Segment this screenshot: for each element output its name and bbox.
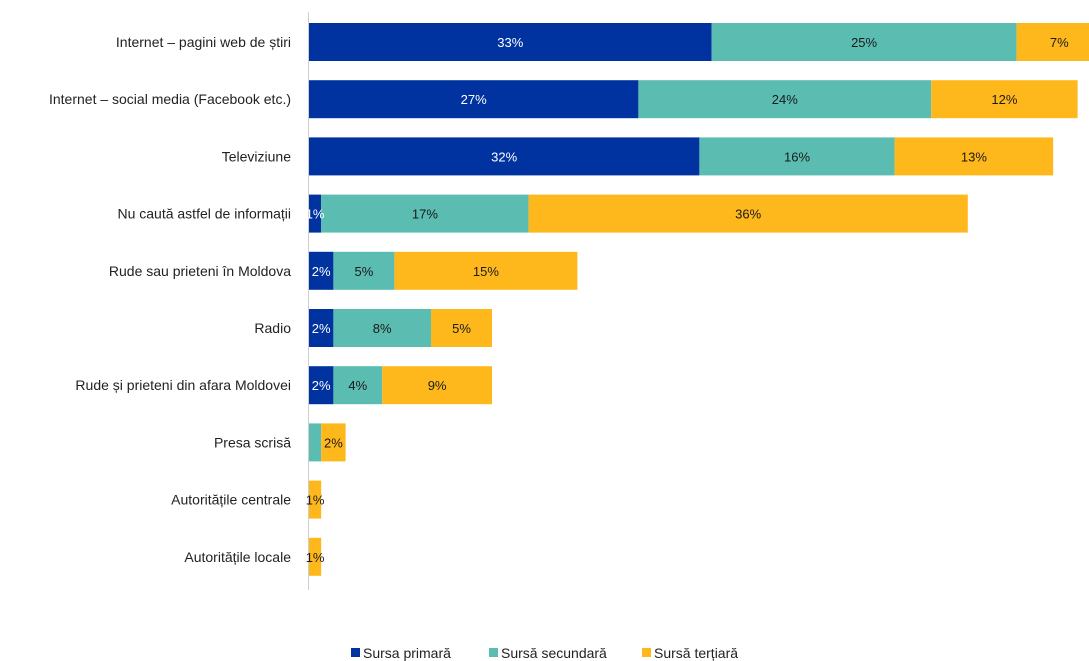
bar-segment: [431, 309, 492, 347]
bar-segment: [711, 23, 1017, 61]
category-labels: Internet – pagini web de știri Internet –…: [49, 34, 291, 565]
bar-segment: [394, 251, 578, 290]
bar-segment: [1016, 23, 1089, 61]
bar-segment: [309, 309, 334, 347]
category-label: Rude sau prieteni în Moldova: [109, 263, 291, 279]
category-label: Televiziune: [222, 148, 291, 164]
bar-segment: [309, 537, 322, 576]
data-label: 9%: [428, 378, 447, 393]
data-label: 4%: [348, 378, 367, 393]
data-label: 8%: [373, 321, 392, 336]
bar-segment: [309, 366, 334, 405]
category-label: Presa scrisă: [214, 434, 291, 450]
data-label: 24%: [772, 92, 798, 107]
data-label: 33%: [497, 35, 523, 50]
legend-swatch: [642, 648, 651, 657]
bar-segment: [321, 194, 529, 233]
data-label: 32%: [491, 149, 517, 164]
bar-segment: [321, 423, 346, 462]
legend: Sursa primară Sursă secundară Sursă terția…: [351, 645, 738, 661]
data-label: 15%: [473, 264, 499, 279]
category-label: Nu caută astfel de informații: [117, 206, 291, 222]
bar-segment: [309, 194, 322, 233]
data-label: 17%: [412, 207, 438, 222]
legend-swatch: [489, 648, 498, 657]
data-label: 2%: [312, 321, 331, 336]
bars: [309, 23, 1089, 576]
data-label: 25%: [851, 35, 877, 50]
legend-label: Sursa primară: [363, 645, 451, 661]
data-label: 5%: [452, 321, 471, 336]
legend-swatch: [351, 648, 360, 657]
bar-segment: [309, 480, 322, 519]
category-label: Radio: [254, 320, 291, 336]
category-label: Autoritățile locale: [184, 549, 291, 565]
data-label: 2%: [312, 264, 331, 279]
bar-segment: [309, 23, 712, 61]
data-label: 16%: [784, 149, 810, 164]
data-label: 1%: [306, 493, 325, 508]
data-label: 13%: [961, 149, 987, 164]
legend-label: Sursă secundară: [501, 645, 607, 661]
bar-segment: [309, 251, 334, 290]
bar-segment: [309, 423, 322, 462]
bar-segment: [309, 80, 639, 119]
category-label: Autoritățile centrale: [171, 492, 291, 508]
data-label: 2%: [324, 435, 343, 450]
bar-segment: [382, 366, 492, 405]
bar-segment: [638, 80, 932, 119]
bar-segment: [528, 194, 968, 233]
data-label: 12%: [991, 92, 1017, 107]
bar-segment: [309, 137, 700, 176]
bar-segment: [333, 309, 431, 347]
bar-segment: [894, 137, 1054, 176]
bar-segment: [931, 80, 1078, 119]
data-label: 5%: [355, 264, 374, 279]
data-label: 2%: [312, 378, 331, 393]
data-label: 1%: [306, 207, 325, 222]
bar-segment: [333, 251, 395, 290]
category-label: Internet – social media (Facebook etc.): [49, 91, 291, 107]
data-labels: 33% 25% 7% 27% 24% 12% 32% 16% 13% 1% 17% 36% 2% 5% 15…: [306, 35, 1069, 565]
bar-segment: [333, 366, 383, 405]
category-label: Internet – pagini web de știri: [116, 34, 291, 50]
data-label: 7%: [1050, 35, 1069, 50]
data-label: 27%: [461, 92, 487, 107]
legend-label: Sursă terțiară: [654, 645, 738, 661]
bar-segment: [699, 137, 895, 176]
category-label: Rude și prieteni din afara Moldovei: [75, 377, 291, 393]
data-label: 36%: [735, 207, 761, 222]
data-label: 1%: [306, 550, 325, 565]
